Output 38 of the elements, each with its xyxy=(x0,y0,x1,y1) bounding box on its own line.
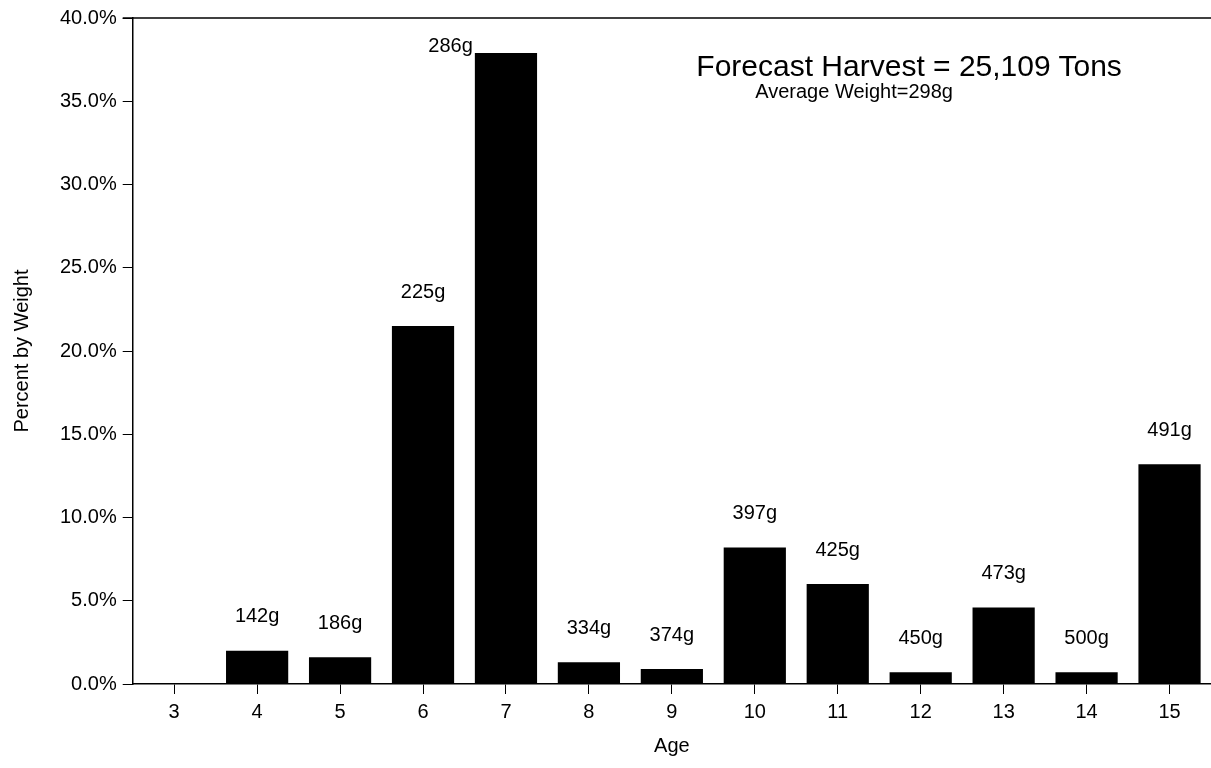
x-tick-label: 14 xyxy=(1075,699,1098,722)
y-tick-label: 10.0% xyxy=(59,505,117,528)
annotation: 286g xyxy=(428,34,473,57)
annotation: 334g xyxy=(566,615,612,638)
y-tick-label: 20.0% xyxy=(59,338,117,361)
x-tick-label: 3 xyxy=(168,699,180,722)
annotation: 225g xyxy=(400,279,446,302)
y-axis-title: Percent by Weight xyxy=(9,269,32,433)
y-tick-label: 15.0% xyxy=(59,421,117,444)
x-tick-label: 13 xyxy=(992,699,1015,722)
x-tick-label: 5 xyxy=(334,699,346,722)
x-tick-label: 15 xyxy=(1158,699,1181,722)
x-tick-label: 4 xyxy=(251,699,263,722)
x-tick-label: 8 xyxy=(583,699,595,722)
annotation: 142g xyxy=(234,604,280,627)
x-tick-label: 9 xyxy=(666,699,678,722)
y-tick-label: 40.0% xyxy=(59,5,117,28)
annotation: 491g xyxy=(1147,417,1192,440)
y-tick-label: 25.0% xyxy=(59,255,117,278)
annotation: 397g xyxy=(732,500,778,523)
annotation: 186g xyxy=(317,610,363,633)
annotation: 450g xyxy=(898,625,943,648)
text: Average Weight=298g xyxy=(755,80,953,102)
x-axis-title: Age xyxy=(654,733,690,756)
annotation: 473g xyxy=(981,560,1026,583)
x-tick-label: 12 xyxy=(909,699,932,722)
annotation: 425g xyxy=(815,537,860,560)
x-tick-label: 6 xyxy=(417,699,429,722)
y-tick-label: 0.0% xyxy=(71,671,117,694)
y-tick-label: 35.0% xyxy=(59,88,117,111)
x-tick-label: 7 xyxy=(500,699,512,722)
text: Forecast Harvest = 25,109 Tons xyxy=(696,49,1122,82)
y-tick-label: 30.0% xyxy=(59,172,117,195)
x-tick-label: 11 xyxy=(827,699,849,722)
y-tick-label: 5.0% xyxy=(71,588,117,611)
annotation: 500g xyxy=(1064,625,1109,648)
x-tick-label: 10 xyxy=(743,699,766,722)
annotation: 374g xyxy=(649,622,695,645)
